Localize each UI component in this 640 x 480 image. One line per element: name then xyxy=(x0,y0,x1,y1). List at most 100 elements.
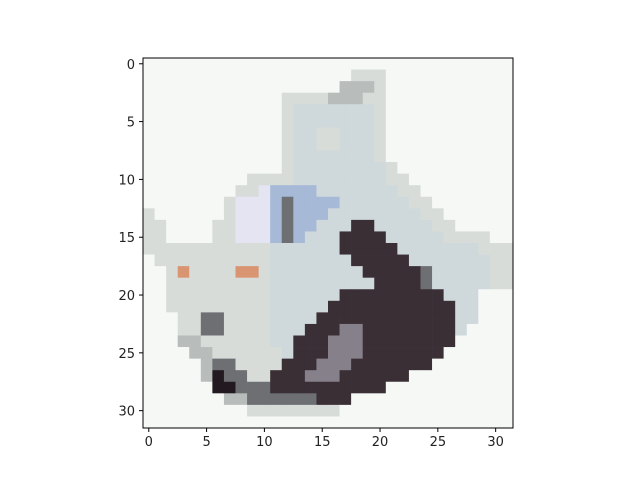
pixel-cell xyxy=(420,104,433,117)
pixel-cell xyxy=(385,323,398,336)
pixel-cell xyxy=(143,58,155,70)
pixel-cell xyxy=(397,104,410,117)
pixel-cell xyxy=(455,92,468,105)
pixel-cell xyxy=(328,289,340,302)
pixel-cell xyxy=(212,58,225,70)
pixel-cell xyxy=(293,185,306,198)
pixel-cell xyxy=(154,289,167,302)
pixel-cell xyxy=(281,347,294,359)
pixel-cell xyxy=(432,404,444,417)
pixel-cell xyxy=(247,416,259,429)
pixel-cell xyxy=(281,393,294,406)
pixel-cell xyxy=(293,358,306,371)
pixel-cell xyxy=(362,416,375,429)
pixel-cell xyxy=(432,347,444,359)
pixel-cell xyxy=(466,358,479,371)
pixel-cell xyxy=(328,300,340,313)
pixel-cell xyxy=(270,312,283,325)
pixel-cell xyxy=(397,347,410,359)
pixel-cell xyxy=(489,266,502,279)
pixel-cell xyxy=(270,381,283,394)
pixel-cell xyxy=(501,81,514,94)
pixel-cell xyxy=(385,58,398,70)
pixel-cell xyxy=(258,323,271,336)
pixel-cell xyxy=(189,58,202,70)
pixel-cell xyxy=(478,404,491,417)
pixel-cell xyxy=(223,381,236,394)
pixel-cell xyxy=(258,150,271,163)
pixel-cell xyxy=(270,347,283,359)
pixel-cell xyxy=(212,69,225,82)
pixel-cell xyxy=(501,208,514,221)
pixel-cell xyxy=(177,289,190,302)
pixel-cell xyxy=(420,254,433,267)
pixel-cell xyxy=(304,185,317,198)
pixel-cell xyxy=(420,277,433,290)
pixel-cell xyxy=(143,347,155,359)
pixel-cell xyxy=(374,104,387,117)
pixel-cell xyxy=(443,138,456,151)
pixel-cell xyxy=(328,266,340,279)
pixel-cell xyxy=(212,81,225,94)
pixel-cell xyxy=(408,173,421,186)
pixel-cell xyxy=(258,104,271,117)
pixel-cell xyxy=(443,243,456,255)
pixel-cell xyxy=(189,92,202,105)
pixel-cell xyxy=(385,69,398,82)
pixel-cell xyxy=(281,196,294,209)
pixel-cell xyxy=(351,58,364,70)
pixel-cell xyxy=(143,323,155,336)
pixel-cell xyxy=(200,243,213,255)
pixel-cell xyxy=(374,243,387,255)
pixel-cell xyxy=(223,219,236,232)
pixel-cell xyxy=(200,162,213,174)
pixel-cell xyxy=(200,150,213,163)
pixel-cell xyxy=(235,416,248,429)
pixel-cell xyxy=(258,277,271,290)
pixel-cell xyxy=(374,173,387,186)
pixel-cell xyxy=(316,115,329,128)
pixel-cell xyxy=(212,127,225,140)
pixel-cell xyxy=(489,162,502,174)
pixel-cell xyxy=(235,127,248,140)
pixel-cell xyxy=(339,150,352,163)
pixel-cell xyxy=(408,277,421,290)
pixel-cell xyxy=(385,393,398,406)
pixel-cell xyxy=(489,335,502,348)
pixel-cell xyxy=(339,81,352,94)
pixel-cell xyxy=(443,347,456,359)
pixel-cell xyxy=(501,115,514,128)
pixel-cell xyxy=(397,127,410,140)
pixel-cell xyxy=(304,404,317,417)
pixel-cell xyxy=(374,393,387,406)
pixel-cell xyxy=(466,243,479,255)
pixel-cell xyxy=(143,312,155,325)
pixel-cell xyxy=(304,370,317,383)
pixel-cell xyxy=(501,58,514,70)
pixel-cell xyxy=(293,115,306,128)
pixel-cell xyxy=(143,254,155,267)
pixel-cell xyxy=(143,208,155,221)
pixel-cell xyxy=(200,138,213,151)
pixel-cell xyxy=(258,219,271,232)
pixel-cell xyxy=(258,300,271,313)
pixel-cell xyxy=(200,370,213,383)
pixel-cell xyxy=(212,208,225,221)
pixel-cell xyxy=(189,231,202,244)
pixel-cell xyxy=(270,81,283,94)
pixel-cell xyxy=(212,138,225,151)
pixel-cell xyxy=(154,335,167,348)
pixel-cell xyxy=(293,300,306,313)
pixel-cell xyxy=(420,289,433,302)
pixel-cell xyxy=(200,92,213,105)
pixel-cell xyxy=(501,104,514,117)
pixel-cell xyxy=(154,58,167,70)
pixel-cell xyxy=(258,381,271,394)
pixel-cell xyxy=(455,358,468,371)
pixel-cell xyxy=(478,243,491,255)
pixel-cell xyxy=(200,58,213,70)
pixel-cell xyxy=(362,254,375,267)
pixel-cell xyxy=(304,347,317,359)
pixel-cell xyxy=(235,104,248,117)
pixel-cell xyxy=(143,115,155,128)
